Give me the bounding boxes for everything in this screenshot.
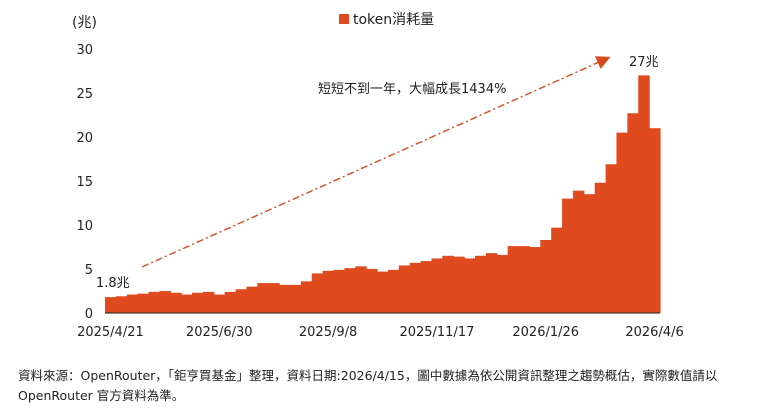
bar xyxy=(126,294,139,313)
bar xyxy=(224,291,237,313)
end-value-label: 27兆 xyxy=(629,55,659,70)
x-tick-label: 2026/1/26 xyxy=(512,325,579,340)
x-tick-label: 2026/4/6 xyxy=(625,325,683,340)
bar xyxy=(507,246,520,313)
y-tick-label: 20 xyxy=(76,131,93,146)
bar xyxy=(235,289,248,313)
bar xyxy=(398,265,411,313)
bar xyxy=(540,239,552,313)
legend-label: token消耗量 xyxy=(353,12,434,28)
bar xyxy=(311,273,324,313)
bar xyxy=(409,262,422,313)
trend-arrow xyxy=(141,56,611,268)
x-tick-label: 2025/11/17 xyxy=(399,325,474,340)
bar xyxy=(387,269,400,313)
legend: token消耗量 xyxy=(339,12,434,28)
bar xyxy=(213,294,226,313)
x-tick-label: 2025/6/30 xyxy=(186,325,253,340)
legend-swatch xyxy=(339,14,349,24)
y-axis-unit-label: (兆) xyxy=(72,15,97,31)
y-tick-label: 30 xyxy=(76,43,93,58)
bar xyxy=(192,292,204,313)
y-tick-label: 0 xyxy=(85,307,93,322)
bar xyxy=(257,283,269,313)
bar xyxy=(181,294,193,313)
bar xyxy=(105,297,117,313)
bar xyxy=(377,271,389,313)
bar xyxy=(475,255,487,313)
bar xyxy=(605,164,618,313)
x-tick-label: 2025/9/8 xyxy=(299,325,357,340)
bar xyxy=(366,269,378,313)
bar xyxy=(431,258,443,313)
bar xyxy=(485,253,498,313)
bar xyxy=(594,182,607,313)
y-tick-label: 10 xyxy=(76,219,93,234)
bar xyxy=(170,292,182,313)
y-tick-label: 15 xyxy=(76,175,93,190)
bar xyxy=(562,198,574,313)
start-value-label: 1.8兆 xyxy=(96,276,130,291)
source-note: 資料來源：OpenRouter，「鉅亨買基金」整理，資料日期:2026/4/15… xyxy=(18,368,718,403)
bar xyxy=(551,227,563,313)
bar xyxy=(442,255,454,313)
x-axis-ticks: 2025/4/21 2025/6/30 2025/9/8 2025/11/17 2026… xyxy=(77,325,684,340)
bar xyxy=(518,246,531,313)
y-axis-ticks: 0 5 10 15 20 25 30 xyxy=(76,43,93,322)
x-tick-label: 2025/4/21 xyxy=(77,325,144,340)
bar xyxy=(268,283,280,313)
bar xyxy=(279,284,291,313)
bar xyxy=(529,247,541,313)
bar xyxy=(464,258,476,313)
bar xyxy=(355,266,367,313)
y-tick-label: 5 xyxy=(85,263,93,278)
bar xyxy=(496,254,509,313)
bar xyxy=(344,268,356,313)
bar xyxy=(453,256,465,313)
bar xyxy=(148,291,161,313)
bar xyxy=(202,291,215,313)
bar xyxy=(137,293,150,313)
growth-annotation: 短短不到一年，大幅成長1434% xyxy=(318,82,506,97)
y-tick-label: 25 xyxy=(76,87,93,102)
bar xyxy=(115,296,128,313)
bar xyxy=(616,132,628,313)
bar xyxy=(649,128,661,313)
bar xyxy=(572,190,585,313)
bar xyxy=(322,270,335,313)
bar xyxy=(333,269,346,313)
bar-series xyxy=(105,75,661,314)
bar xyxy=(627,113,639,314)
bar xyxy=(638,75,650,314)
bar xyxy=(300,281,313,313)
bar xyxy=(583,194,596,313)
bar xyxy=(246,286,258,313)
bar xyxy=(290,284,302,313)
bar xyxy=(159,291,171,313)
bar xyxy=(420,261,433,313)
